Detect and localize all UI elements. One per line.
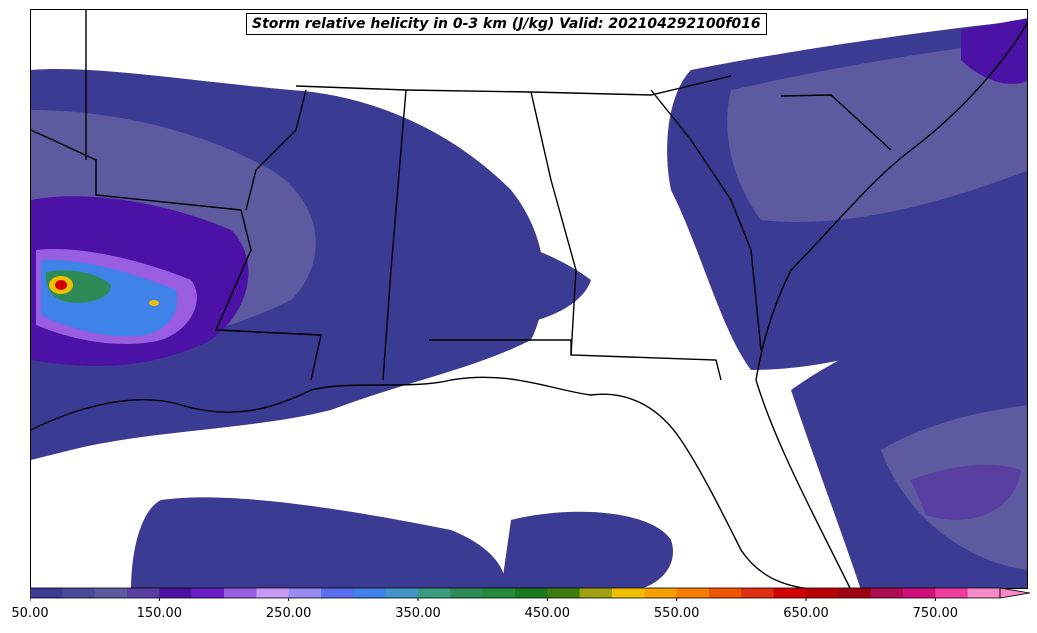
srh-band-south-west (131, 497, 505, 588)
colorbar-extend-arrow (999, 587, 1031, 599)
boundary-al (530, 91, 722, 381)
colorbar-segment (547, 588, 581, 598)
boundary-la (215, 329, 322, 381)
colorbar-segment (579, 588, 613, 598)
colorbar-segment (870, 588, 904, 598)
colorbar-segment (127, 588, 160, 598)
colorbar-segment (644, 588, 678, 598)
boundaries (31, 10, 1027, 588)
colorbar-segment (450, 588, 484, 598)
colorbar-segment (676, 588, 710, 598)
colorbar-segment (935, 588, 969, 598)
helicity-field (31, 18, 1027, 588)
colorbar-segment (967, 588, 1001, 598)
colorbar-tick-label: 750.00 (912, 606, 959, 621)
colorbar-segment (385, 588, 419, 598)
srh-max-red (55, 280, 67, 290)
colorbar-segment (903, 588, 936, 598)
srh-band-east-inner (727, 40, 1027, 222)
colorbar-segment (224, 588, 257, 598)
colorbar-segment (612, 588, 645, 598)
srh-max-east (149, 300, 159, 306)
boundary-fl-panhandle (429, 339, 572, 355)
colorbar-segment (838, 588, 872, 598)
colorbar-tick-label: 150.00 (136, 606, 183, 621)
boundary-ga-sc (650, 89, 762, 351)
colorbar-tick-label: 350.00 (395, 606, 441, 621)
colorbar-segment (741, 588, 775, 598)
boundary-mississippi-river (245, 89, 307, 211)
colorbar (30, 587, 1031, 601)
boundary-texas-oklahoma (31, 129, 242, 211)
colorbar-segment (288, 588, 322, 598)
boundary-atlantic-coast (755, 22, 1027, 588)
colorbar-segment (191, 588, 225, 598)
map-title: Storm relative helicity in 0-3 km (J/kg)… (246, 13, 767, 35)
srh-band-southeast-purple (911, 464, 1021, 520)
colorbar-segment (62, 588, 96, 598)
boundary-ms-west (382, 89, 407, 381)
boundary-ms-al-north (295, 75, 732, 96)
colorbar-tick-label: 50.00 (11, 606, 49, 621)
colorbar-segment (709, 588, 742, 598)
colorbar-segment (321, 588, 354, 598)
colorbar-segment (256, 588, 290, 598)
colorbar-tick-label: 550.00 (653, 606, 700, 621)
colorbar-segment (94, 588, 128, 598)
colorbar-outline (30, 587, 1001, 599)
colorbar-tick-label: 450.00 (524, 606, 571, 621)
colorbar-segment (806, 588, 839, 598)
boundary-gulf-coast (31, 376, 809, 588)
colorbar-segment (159, 588, 193, 598)
colorbar-segment (418, 588, 451, 598)
colorbar-segment (30, 588, 63, 598)
boundary-nc-sc (780, 94, 892, 151)
colorbar-segment (773, 588, 807, 598)
srh-band-east-purple (961, 18, 1027, 84)
colorbar-segment (515, 588, 548, 598)
srh-map (31, 10, 1027, 588)
colorbar-tick-label: 650.00 (783, 606, 829, 621)
colorbar-segment (353, 588, 387, 598)
map-area (30, 9, 1028, 589)
colorbar-tick-label: 250.00 (265, 606, 312, 621)
colorbar-segment (482, 588, 516, 598)
srh-band-central (411, 229, 591, 330)
srh-band-south-west-2 (501, 511, 673, 588)
